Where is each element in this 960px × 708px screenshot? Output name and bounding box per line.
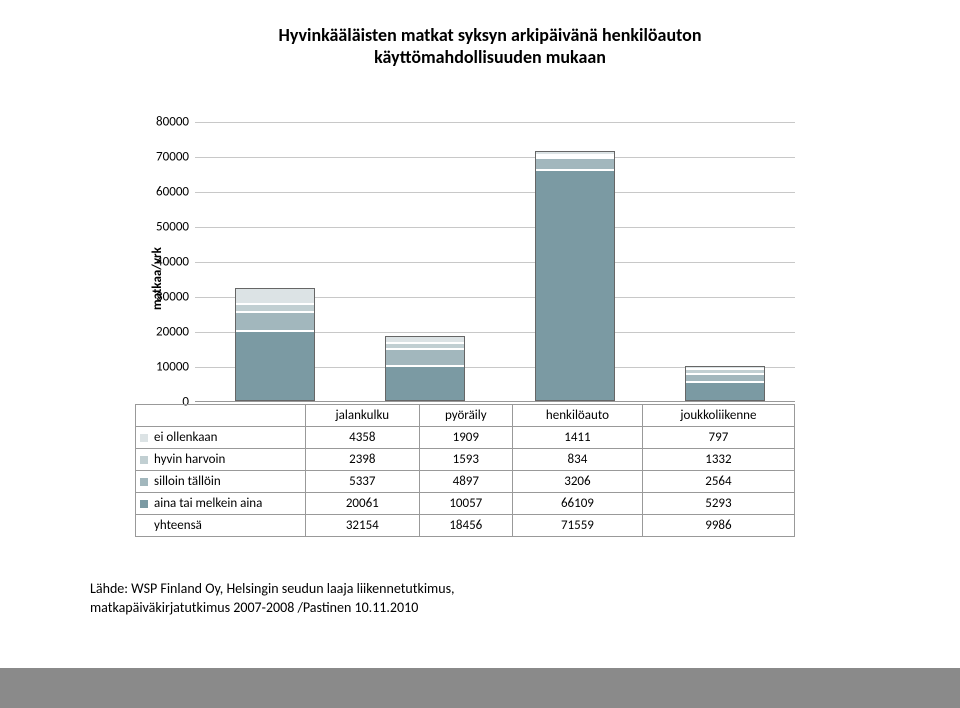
title-line2: käyttömahdollisuuden mukaan [170,46,810,68]
y-tick-label: 20000 [156,325,189,340]
source-line1: Lähde: WSP Finland Oy, Helsingin seudun … [90,580,455,599]
bar-segment-ei [235,288,315,303]
bar-segment-ei [385,336,465,343]
gridline [195,192,795,193]
y-tick-label: 30000 [156,290,189,305]
y-tick-label: 80000 [156,115,189,130]
bar-segment-aina [535,170,615,401]
legend-marker-icon [140,456,148,464]
bar-segment-aina [235,331,315,401]
bar-segment-silloin [385,349,465,366]
table-cell: 20061 [306,493,420,515]
bar-segment-harvoin [385,343,465,349]
table-row-label: ei ollenkaan [136,427,306,449]
gridline [195,122,795,123]
bar-segment-ei [685,366,765,369]
bar-segment-harvoin [235,304,315,312]
table-row-label: aina tai melkein aina [136,493,306,515]
row-label-text: silloin tällöin [154,474,221,489]
table-row-label: yhteensä [136,515,306,537]
bar-segment-harvoin [685,369,765,374]
table-cell: 2564 [642,471,794,493]
slide: { "title": { "line1": "Hyvinkääläisten m… [0,0,960,708]
row-label-text: yhteensä [154,518,202,533]
table-cell: 5337 [306,471,420,493]
y-tick-label: 10000 [156,360,189,375]
table-cell: 9986 [642,515,794,537]
y-tick-label: 60000 [156,185,189,200]
bar-segment-harvoin [535,156,615,159]
source-line2: matkapäiväkirjatutkimus 2007-2008 /Pasti… [90,599,455,618]
table-header-cell: henkilöauto [513,405,643,427]
table-cell: 4897 [419,471,512,493]
y-tick-label: 40000 [156,255,189,270]
table-row-label: silloin tällöin [136,471,306,493]
gridline [195,262,795,263]
source-text: Lähde: WSP Finland Oy, Helsingin seudun … [90,580,455,618]
table-cell: 1909 [419,427,512,449]
row-label-text: aina tai melkein aina [154,496,262,511]
table-cell: 3206 [513,471,643,493]
table-cell: 1411 [513,427,643,449]
table-cell: 834 [513,449,643,471]
table-header-cell: jalankulku [306,405,420,427]
bar-segment-silloin [235,312,315,331]
table-cell: 66109 [513,493,643,515]
table-header-cell: pyöräily [419,405,512,427]
bar-segment-aina [685,382,765,401]
table-cell: 1332 [642,449,794,471]
table-cell: 18456 [419,515,512,537]
table-row-label: hyvin harvoin [136,449,306,471]
bar-segment-silloin [535,158,615,169]
table-cell: 32154 [306,515,420,537]
legend-marker-icon [140,500,148,508]
y-tick-label: 50000 [156,220,189,235]
chart-title: Hyvinkääläisten matkat syksyn arkipäivän… [170,24,810,68]
row-label-text: ei ollenkaan [154,430,217,445]
data-table: jalankulkupyöräilyhenkilöautojoukkoliike… [135,404,795,537]
y-tick-label: 70000 [156,150,189,165]
table-cell: 10057 [419,493,512,515]
bar-segment-ei [535,151,615,156]
table-cell: 5293 [642,493,794,515]
title-line1: Hyvinkääläisten matkat syksyn arkipäivän… [170,24,810,46]
table-cell: 797 [642,427,794,449]
table-cell: 71559 [513,515,643,537]
legend-marker-icon [140,434,148,442]
table-header-cell [136,405,306,427]
bar-segment-silloin [685,374,765,383]
footer-bar [0,668,960,708]
table-cell: 4358 [306,427,420,449]
legend-marker-icon [140,478,148,486]
bar-segment-aina [385,366,465,401]
table-header-cell: joukkoliikenne [642,405,794,427]
gridline [195,157,795,158]
chart-plot-area: 0100002000030000400005000060000700008000… [195,122,795,402]
table-cell: 2398 [306,449,420,471]
gridline [195,227,795,228]
row-label-text: hyvin harvoin [154,452,225,467]
table-cell: 1593 [419,449,512,471]
